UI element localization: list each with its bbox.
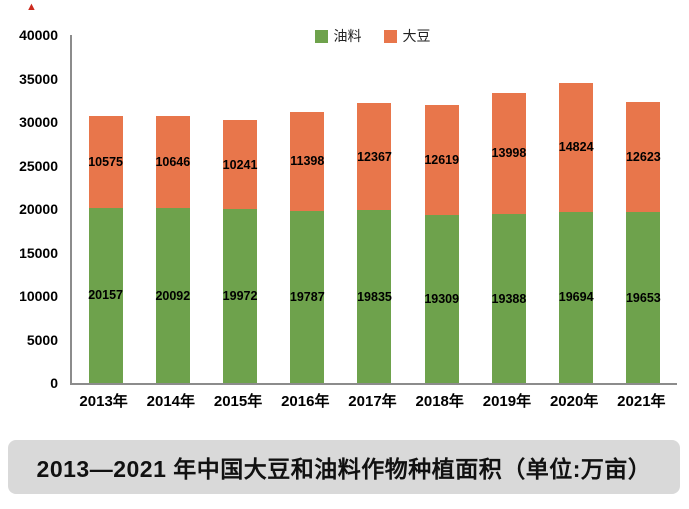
bar-segment: 12623 [625,102,661,213]
x-tick-label: 2016年 [281,393,330,410]
bar-value-label: 12367 [357,149,392,164]
x-tick-label: 2015年 [213,393,263,410]
bar-segment: 20157 [88,207,123,383]
bar-value-label: 19694 [558,290,594,305]
legend-item: 油料 [314,26,362,46]
bar-segment: 12619 [424,105,460,216]
x-axis: 2013年 2014年 2015年 2016年 2017年 2018年 2019年 2020年… [70,390,675,411]
bar-column: 19972 10241 [206,35,273,383]
bar-segment: 19388 [492,214,526,383]
bar-segment: 12367 [357,102,392,211]
x-tick-label: 2013年 [79,393,128,410]
bar-column: 20092 10646 [139,35,206,383]
bar-value-label: 19388 [491,291,527,306]
bar-column: 19835 12367 [341,35,408,383]
bar-segment: 20092 [155,208,191,383]
bar-segment: 19694 [558,211,594,383]
bar-segment: 19309 [424,215,460,383]
bar-value-label: 19653 [625,290,661,305]
bar-value-label: 10241 [222,157,258,172]
bar-column: 19787 11398 [274,35,341,383]
y-tick-label: 40000 [19,27,58,43]
bar-column: 19309 12619 [408,35,475,383]
bar-value-label: 19972 [222,289,258,304]
y-tick-label: 15000 [19,244,58,261]
bar-value-label: 20092 [155,288,191,303]
red-triangle-icon: ▲ [26,1,37,13]
y-tick-label: 25000 [19,157,58,174]
bar-value-label: 19309 [424,292,460,306]
bar-segment: 10646 [155,115,191,209]
bar-value-label: 19835 [357,289,392,304]
y-tick-label: 30000 [19,114,58,130]
bar-value-label: 10646 [155,154,191,169]
chart-title-bar: 2013—2021 年中国大豆和油料作物种植面积（单位:万亩） [8,440,680,494]
legend-label: 油料 [333,28,362,44]
bar-segment: 19653 [625,212,661,383]
bar-value-label: 14824 [558,140,594,155]
legend-swatch-icon [314,29,328,43]
legend-label: 大豆 [402,28,431,44]
bar-segment: 10575 [88,115,123,208]
y-axis: 0 5000 10000 15000 20000 25000 30000 35000 40000 [0,28,66,390]
x-tick-label: 2017年 [348,393,397,410]
x-tick-label: 2020年 [549,393,599,410]
x-tick-label: 2021年 [617,393,666,410]
bar-value-label: 19787 [289,289,325,304]
y-tick-label: 0 [50,375,58,391]
bar-segment: 19787 [289,210,325,383]
bar-segment: 19835 [357,210,392,383]
chart-title: 2013—2021 年中国大豆和油料作物种植面积（单位:万亩） [36,456,652,482]
y-tick-label: 20000 [19,201,58,217]
bar-segment: 14824 [558,82,594,212]
bar-column: 20157 10575 [72,35,139,383]
y-tick-label: 5000 [26,331,58,348]
bar-segment: 13998 [491,92,527,215]
bar-segment: 11398 [290,111,325,211]
bar-column: 19653 12623 [610,35,677,383]
x-tick-label: 2018年 [415,393,464,410]
x-tick-label: 2014年 [146,393,196,410]
y-tick-label: 35000 [19,70,58,87]
bar-value-label: 12619 [424,153,460,168]
bar-value-label: 11398 [290,154,325,169]
bar-segment: 10241 [222,120,258,210]
bar-column: 19694 14824 [543,35,610,383]
x-tick-label: 2019年 [482,393,532,410]
bar-value-label: 10575 [88,154,123,169]
legend: 油料 大豆 [70,26,675,46]
bar-column: 19388 13998 [475,35,542,383]
bar-value-label: 12623 [625,150,661,165]
plot-area: 20157 10575 20092 10646 19972 10241 19787 11398… [70,35,677,385]
bar-value-label: 20157 [88,288,123,303]
legend-item: 大豆 [383,26,431,46]
y-tick-label: 10000 [19,288,58,304]
legend-swatch-icon [383,29,397,43]
bar-value-label: 13998 [491,146,527,161]
bar-segment: 19972 [223,209,257,383]
